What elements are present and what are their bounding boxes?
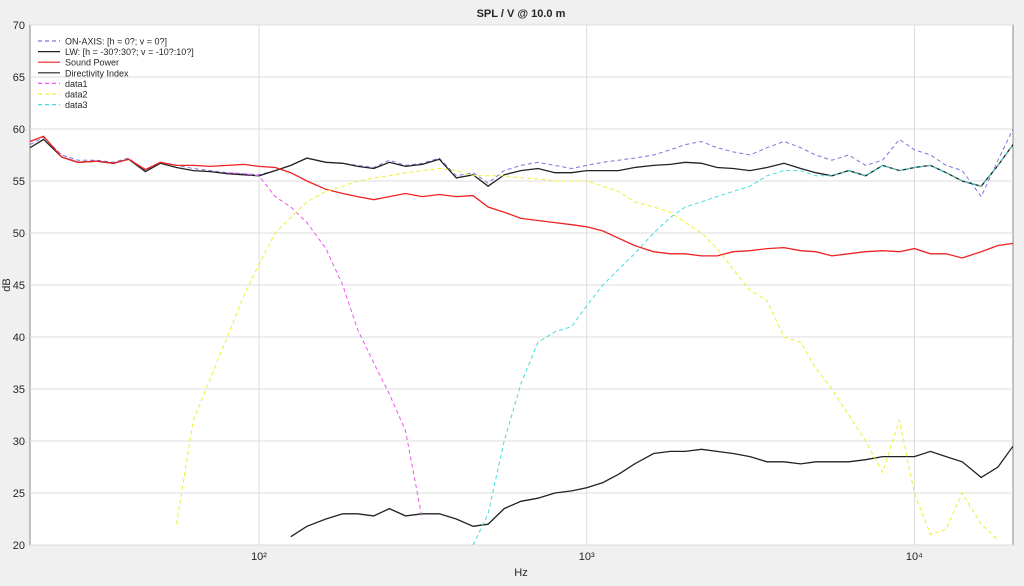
series-line [290,445,1013,538]
y-tick-label: 40 [13,332,25,344]
legend-label: Directivity Index [65,68,129,78]
legend-label: Sound Power [65,58,119,68]
y-tick-label: 50 [13,228,25,240]
series-line [472,144,1013,545]
plot-lines [30,128,1013,545]
x-tick-label: 10² [251,551,267,563]
legend-label: ON-AXIS: [h = 0?; v = 0?] [65,37,167,47]
series-line [227,172,423,520]
legend-label: LW: [h = -30?:30?; v = -10?:10?] [65,47,194,57]
chart-title: SPL / V @ 10.0 m [477,8,566,20]
legend-label: data3 [65,100,88,110]
y-tick-label: 60 [13,124,25,136]
x-tick-label: 10³ [579,551,595,563]
y-tick-label: 30 [13,436,25,448]
series-line [176,167,999,541]
y-tick-label: 45 [13,280,25,292]
legend-label: data1 [65,79,88,89]
y-tick-label: 20 [13,540,25,552]
y-tick-label: 35 [13,384,25,396]
x-axis-label: Hz [514,567,527,579]
legend-label: data2 [65,90,88,100]
series-line [30,135,1013,259]
y-tick-label: 70 [13,20,25,32]
x-tick-label: 10⁴ [906,551,923,563]
y-tick-label: 55 [13,176,25,188]
y-axis-label: dB [1,278,13,291]
y-tick-label: 65 [13,72,25,84]
y-tick-label: 25 [13,488,25,500]
